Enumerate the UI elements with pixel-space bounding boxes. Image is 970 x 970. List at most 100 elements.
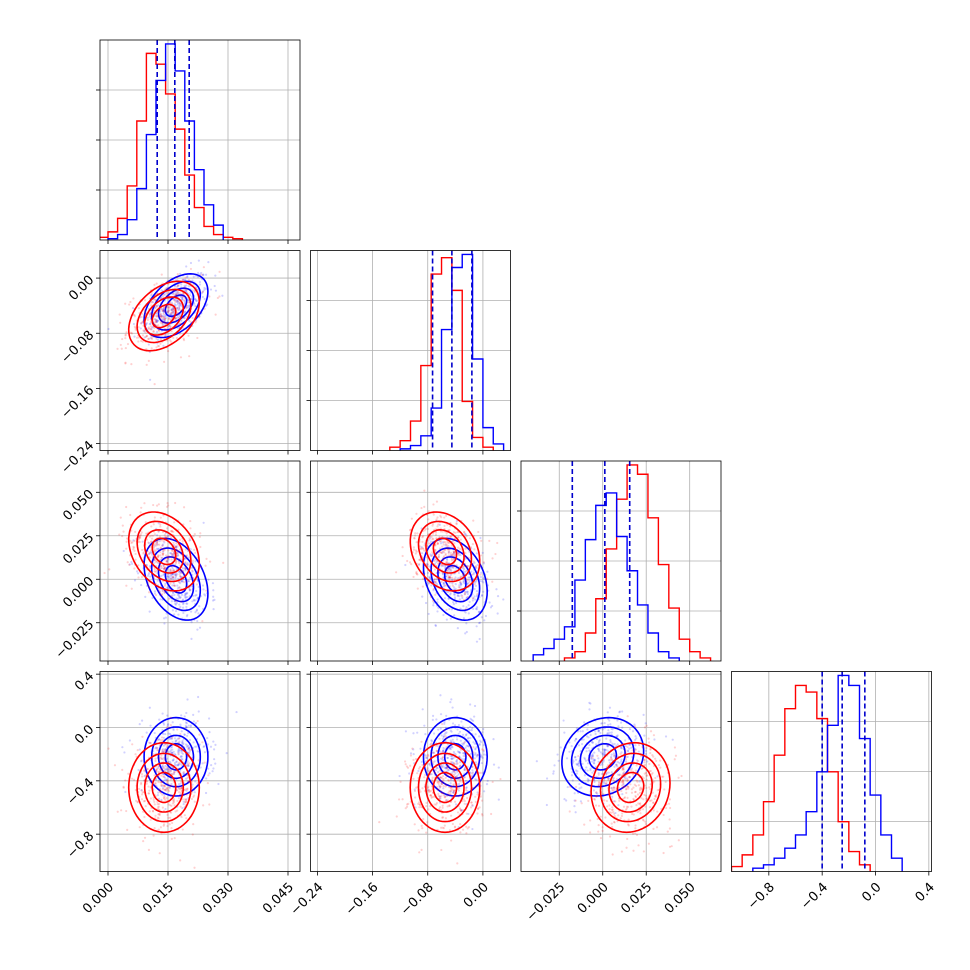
scatter-point — [182, 606, 185, 609]
scatter-point — [197, 759, 200, 762]
scatter-point — [167, 803, 170, 806]
scatter-point — [459, 582, 462, 585]
scatter-point — [160, 784, 163, 787]
scatter-point — [164, 536, 168, 540]
scatter-point — [168, 768, 171, 771]
scatter-point — [452, 769, 455, 772]
scatter-point — [621, 812, 624, 815]
scatter-point — [438, 769, 441, 772]
scatter-point — [174, 546, 178, 549]
scatter-point — [170, 827, 173, 830]
scatter-point — [605, 772, 608, 775]
scatter-point — [603, 748, 607, 751]
scatter-point — [627, 776, 631, 779]
scatter-point — [623, 797, 626, 800]
scatter-point — [457, 585, 461, 589]
scatter-point — [457, 571, 461, 575]
scatter-point — [438, 797, 441, 800]
scatter-point — [453, 789, 456, 792]
scatter-point — [627, 823, 630, 826]
scatter-point — [459, 739, 462, 742]
scatter-point — [466, 547, 469, 550]
scatter-point — [168, 597, 171, 600]
scatter-point — [442, 555, 446, 558]
scatter-point — [618, 773, 621, 776]
scatter-point — [166, 779, 169, 783]
scatter-point — [442, 784, 445, 788]
scatter-point — [205, 589, 208, 592]
scatter-point — [446, 548, 449, 551]
scatter-point — [449, 729, 452, 732]
scatter-point — [159, 516, 162, 519]
scatter-point — [442, 556, 445, 559]
scatter-point — [482, 561, 485, 564]
scatter-point — [465, 786, 468, 790]
scatter-point — [418, 803, 421, 806]
scatter-point — [169, 529, 173, 533]
scatter-point — [469, 703, 472, 706]
scatter-point — [137, 340, 140, 343]
scatter-point — [637, 844, 640, 847]
scatter-point — [160, 593, 164, 596]
scatter-point — [451, 771, 454, 774]
scatter-point — [458, 551, 461, 555]
scatter-point — [445, 532, 448, 535]
scatter-point — [171, 802, 174, 805]
scatter-point — [166, 545, 169, 548]
scatter-point — [195, 745, 198, 748]
scatter-point — [181, 758, 184, 761]
scatter-point — [439, 514, 442, 517]
scatter-point — [172, 308, 175, 311]
scatter-point — [404, 763, 407, 766]
scatter-point — [439, 776, 442, 779]
scatter-point — [662, 851, 665, 855]
scatter-point — [443, 597, 447, 600]
scatter-point — [157, 530, 160, 533]
scatter-point — [452, 601, 455, 604]
scatter-point — [158, 813, 161, 816]
scatter-point — [175, 293, 179, 296]
scatter-point — [420, 824, 423, 827]
scatter-point — [659, 759, 662, 762]
scatter-point — [445, 731, 448, 734]
scatter-point — [449, 593, 452, 596]
scatter-point — [131, 743, 134, 746]
scatter-point — [446, 765, 449, 768]
scatter-point — [419, 803, 422, 806]
scatter-point — [150, 292, 153, 296]
scatter-point — [423, 529, 426, 532]
scatter-point — [585, 766, 588, 769]
scatter-point — [159, 739, 163, 742]
scatter-point — [176, 587, 180, 590]
scatter-point — [183, 296, 187, 300]
scatter-point — [186, 561, 189, 565]
scatter-point — [159, 525, 162, 528]
scatter-point — [161, 295, 164, 298]
scatter-point — [162, 317, 165, 320]
scatter-point — [464, 608, 467, 611]
scatter-point — [176, 284, 180, 287]
scatter-point — [436, 542, 439, 546]
contour-series-0-level-2 — [157, 734, 195, 780]
scatter-point — [421, 763, 424, 767]
scatter-point — [191, 833, 194, 836]
scatter-point — [575, 772, 578, 775]
scatter-point — [438, 784, 441, 788]
scatter-point — [610, 727, 613, 731]
scatter-point — [173, 753, 176, 756]
scatter-point — [167, 558, 170, 561]
scatter-point — [428, 763, 431, 766]
scatter-point — [453, 763, 456, 766]
scatter-point — [170, 309, 173, 312]
scatter-point — [635, 784, 638, 788]
scatter-point — [609, 739, 612, 742]
scatter-point — [615, 778, 618, 781]
scatter-point — [486, 779, 489, 782]
scatter-point — [195, 593, 198, 597]
scatter-point — [597, 783, 601, 786]
scatter-point — [652, 827, 655, 830]
scatter-point — [492, 763, 496, 766]
scatter-point — [205, 557, 208, 560]
scatter-point — [431, 780, 434, 783]
scatter-point — [175, 314, 179, 317]
